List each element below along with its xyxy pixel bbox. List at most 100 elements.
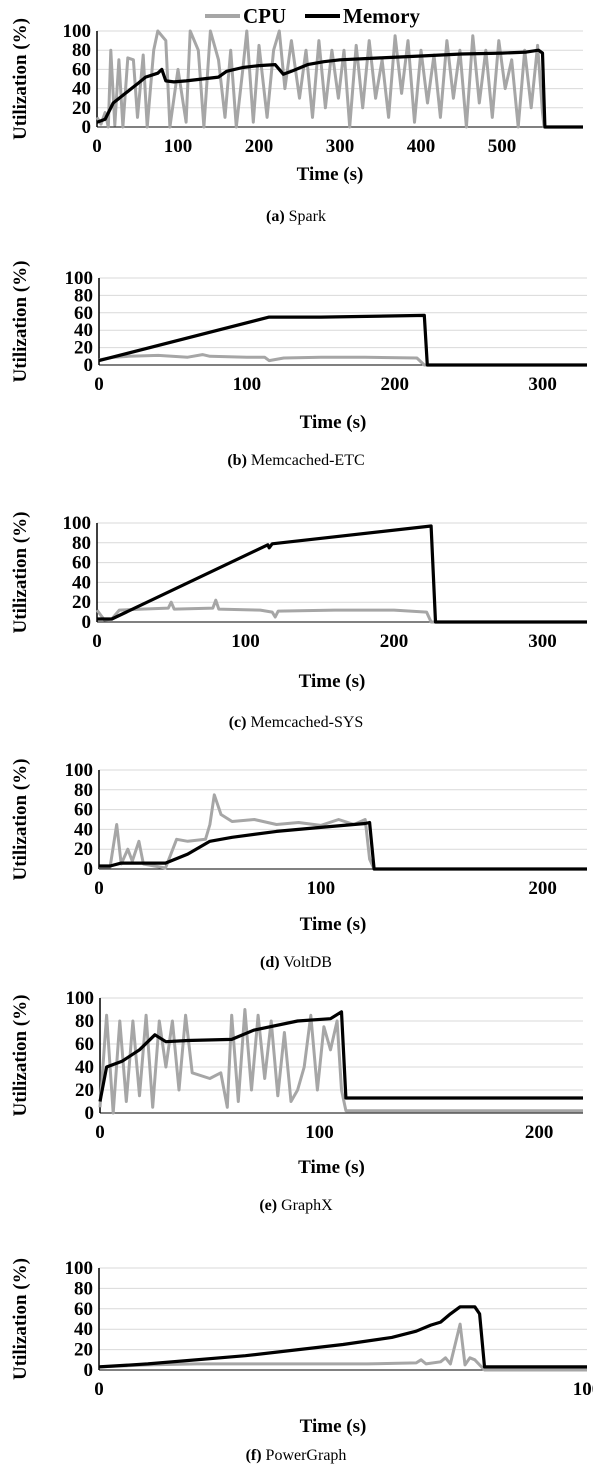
series-line-memory <box>98 313 587 367</box>
y-tick-label: 40 <box>75 1057 94 1078</box>
series-line-memory <box>98 1010 583 1102</box>
x-axis-label: Time (s) <box>298 1157 365 1178</box>
series-line-cpu <box>98 353 587 367</box>
caption-label: (a) <box>266 208 285 225</box>
y-tick-label: 40 <box>74 819 93 840</box>
x-tick-label: 100 <box>164 136 193 157</box>
y-tick-label: 0 <box>85 1103 95 1124</box>
y-tick-label: 80 <box>72 533 91 554</box>
x-tick-label: 0 <box>92 631 102 652</box>
x-tick-label: 300 <box>326 136 355 157</box>
y-tick-label: 20 <box>74 338 93 359</box>
y-axis-label: Utilization (%) <box>10 759 31 881</box>
y-tick-label: 80 <box>74 780 93 801</box>
x-tick-label: 200 <box>245 136 274 157</box>
x-axis-label: Time (s) <box>299 671 366 692</box>
caption-name: Spark <box>285 208 326 225</box>
series-line-memory <box>96 48 583 129</box>
x-tick-label: 200 <box>381 374 410 395</box>
y-tick-label: 60 <box>74 800 93 821</box>
legend-cpu-label: CPU <box>243 4 286 28</box>
y-tick-label: 80 <box>72 40 91 61</box>
chart-caption: (a) Spark <box>266 208 326 225</box>
caption-name: Memcached-ETC <box>247 452 365 469</box>
y-tick-label: 20 <box>74 1340 93 1361</box>
y-tick-label: 60 <box>74 1299 93 1320</box>
x-tick-label: 200 <box>380 631 409 652</box>
y-axis-label: Utilization (%) <box>10 1258 31 1380</box>
caption-name: Memcached-SYS <box>246 714 363 731</box>
y-tick-label: 80 <box>74 285 93 306</box>
y-tick-label: 20 <box>75 1080 94 1101</box>
y-tick-label: 80 <box>74 1278 93 1299</box>
x-tick-label: 500 <box>488 136 517 157</box>
series-line-memory <box>98 1305 587 1369</box>
chart-caption: (f) PowerGraph <box>246 1447 347 1464</box>
x-tick-label: 100 <box>233 374 262 395</box>
series-line-cpu <box>98 1008 583 1115</box>
legend: CPU Memory <box>205 4 420 28</box>
y-tick-label: 20 <box>72 98 91 119</box>
x-tick-label: 0 <box>95 1122 105 1143</box>
x-tick-label: 200 <box>528 878 557 899</box>
x-tick-label: 100 <box>573 1379 593 1400</box>
x-axis-label: Time (s) <box>300 412 367 433</box>
y-axis-label: Utilization (%) <box>10 995 31 1117</box>
chart-caption: (e) GraphX <box>259 1197 333 1214</box>
chart-caption: (c) Memcached-SYS <box>229 714 364 731</box>
caption-label: (c) <box>229 714 247 731</box>
y-tick-label: 100 <box>65 760 94 781</box>
y-tick-label: 20 <box>74 839 93 860</box>
y-tick-label: 100 <box>65 1258 94 1279</box>
x-axis-label: Time (s) <box>300 1416 367 1437</box>
caption-label: (b) <box>227 452 247 469</box>
x-tick-label: 100 <box>305 1122 334 1143</box>
series-line-cpu <box>98 1322 587 1372</box>
y-tick-label: 0 <box>84 859 94 880</box>
x-tick-label: 0 <box>92 136 102 157</box>
y-tick-label: 100 <box>63 513 92 534</box>
chart-caption: (b) Memcached-ETC <box>227 452 364 469</box>
x-tick-label: 300 <box>528 631 557 652</box>
y-tick-label: 0 <box>84 355 94 376</box>
series-line-cpu <box>95 598 587 624</box>
x-tick-label: 100 <box>307 878 336 899</box>
caption-label: (d) <box>260 954 280 971</box>
y-tick-label: 80 <box>75 1011 94 1032</box>
series-line-cpu <box>95 29 583 129</box>
caption-label: (f) <box>246 1447 262 1464</box>
y-tick-label: 100 <box>66 988 95 1009</box>
y-tick-label: 100 <box>63 21 92 42</box>
y-tick-label: 0 <box>82 117 92 138</box>
legend-memory-label: Memory <box>343 4 420 28</box>
y-tick-label: 40 <box>74 320 93 341</box>
caption-label: (e) <box>259 1197 277 1214</box>
chart-panel-6: 0204060801000100Utilization (%)Time (s)(… <box>10 1258 593 1464</box>
caption-name: GraphX <box>277 1197 333 1214</box>
x-tick-label: 100 <box>231 631 260 652</box>
y-tick-label: 60 <box>75 1034 94 1055</box>
caption-name: PowerGraph <box>262 1447 347 1464</box>
x-axis-label: Time (s) <box>300 914 367 935</box>
x-tick-label: 0 <box>94 878 104 899</box>
x-tick-label: 200 <box>525 1122 554 1143</box>
y-tick-label: 60 <box>74 303 93 324</box>
y-tick-label: 60 <box>72 553 91 574</box>
y-tick-label: 100 <box>65 268 94 289</box>
series-line-memory <box>97 524 587 624</box>
x-axis-label: Time (s) <box>297 164 364 185</box>
y-axis-label: Utilization (%) <box>10 512 31 634</box>
y-axis-label: Utilization (%) <box>10 261 31 383</box>
y-axis-label: Utilization (%) <box>10 18 31 140</box>
series-line-cpu <box>99 793 587 871</box>
series-line-memory <box>99 820 587 871</box>
y-tick-label: 0 <box>84 1360 94 1381</box>
y-tick-label: 40 <box>74 1319 93 1340</box>
